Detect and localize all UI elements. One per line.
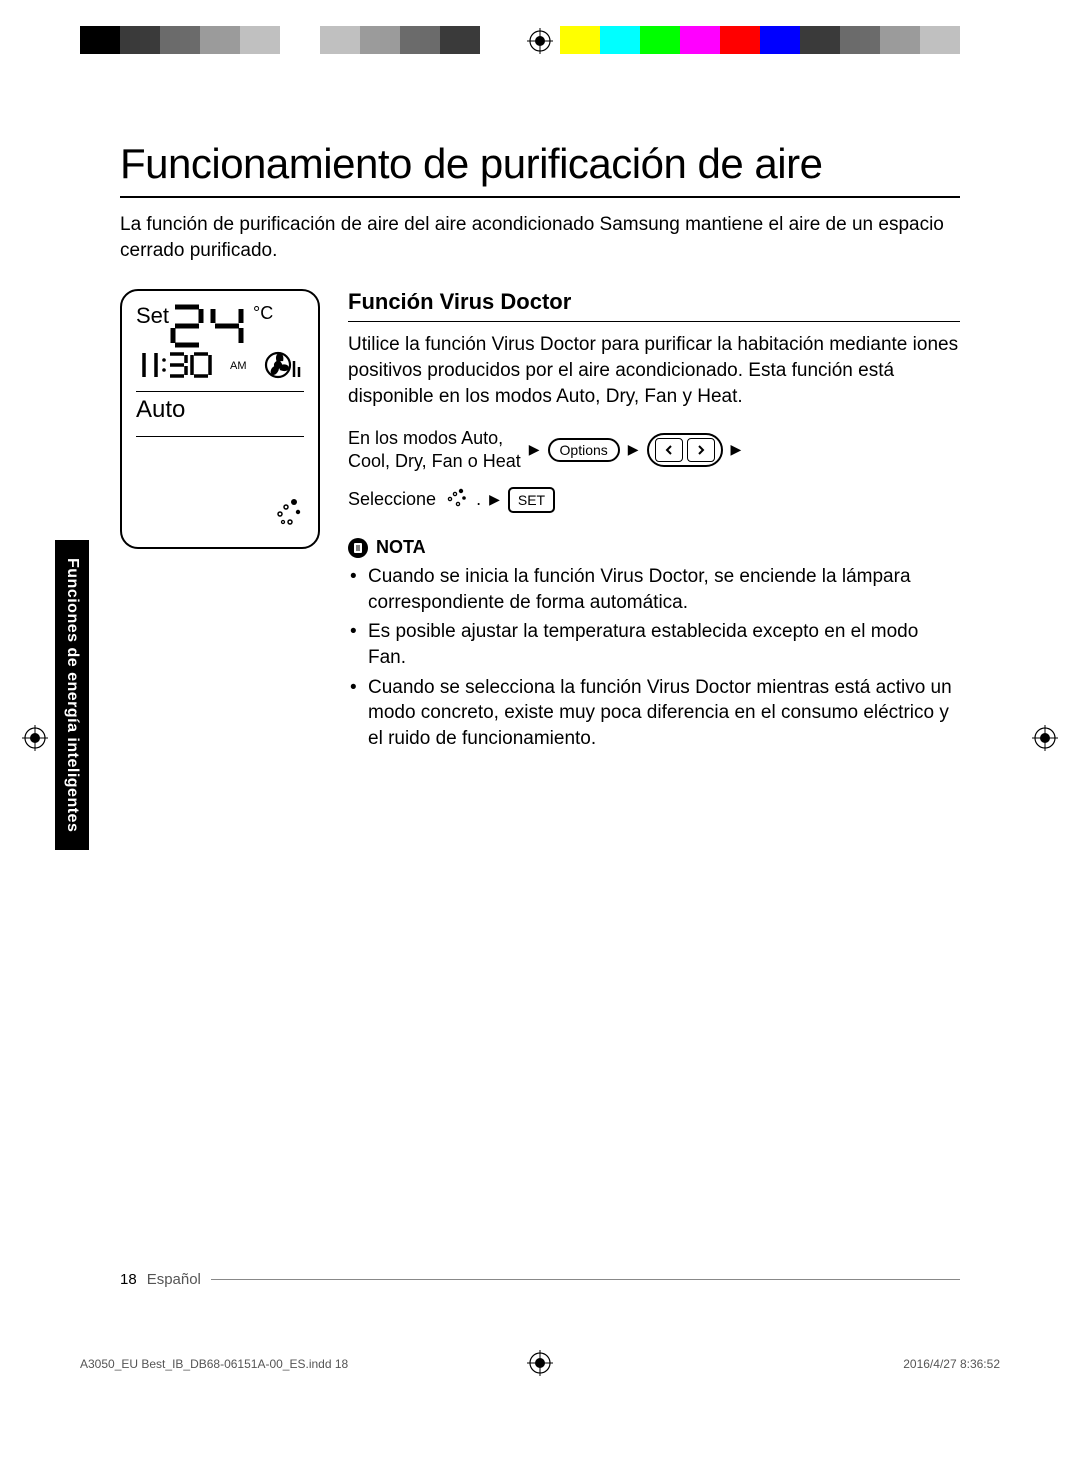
indd-filename: A3050_EU Best_IB_DB68-06151A-00_ES.indd …	[80, 1357, 348, 1371]
section-tab: Funciones de energía inteligentes	[55, 540, 89, 850]
notes-list: Cuando se inicia la función Virus Doctor…	[348, 564, 960, 751]
seleccione-label: Seleccione	[348, 489, 436, 510]
nota-label: NOTA	[376, 537, 426, 558]
page-number: 18	[120, 1271, 137, 1288]
remote-display: Set	[120, 289, 320, 755]
section-tab-label: Funciones de energía inteligentes	[63, 558, 81, 832]
arrow-icon: ▶	[628, 441, 639, 458]
note-item: Cuando se selecciona la función Virus Do…	[350, 675, 960, 752]
print-footer: A3050_EU Best_IB_DB68-06151A-00_ES.indd …	[80, 1357, 1000, 1371]
registration-mark-right	[1032, 725, 1058, 751]
arrow-icon: ▶	[529, 441, 540, 458]
arrow-icon: ▶	[731, 441, 742, 458]
remote-mode-label: Auto	[136, 396, 304, 424]
remote-temp-unit: °C	[253, 303, 273, 324]
virus-doctor-icon	[270, 494, 304, 533]
note-item: Es posible ajustar la temperatura establ…	[350, 619, 960, 670]
modes-line1: En los modos Auto,	[348, 427, 521, 450]
modes-line2: Cool, Dry, Fan o Heat	[348, 450, 521, 473]
intro-paragraph: La función de purificación de aire del a…	[120, 212, 960, 263]
section-heading: Función Virus Doctor	[348, 289, 960, 322]
fan-icon	[264, 347, 304, 383]
arrow-icon: ▶	[489, 491, 500, 508]
page-title: Funcionamiento de purificación de aire	[120, 140, 960, 198]
remote-set-label: Set	[136, 303, 169, 329]
language-label: Español	[147, 1271, 201, 1288]
remote-time: AM	[136, 350, 247, 380]
left-button[interactable]	[655, 438, 683, 462]
registration-mark-top	[527, 28, 553, 54]
right-button[interactable]	[687, 438, 715, 462]
printer-colorbar-right	[560, 26, 960, 54]
period: .	[476, 489, 481, 510]
section-paragraph: Utilice la función Virus Doctor para pur…	[348, 332, 960, 409]
print-timestamp: 2016/4/27 8:36:52	[903, 1357, 1000, 1371]
virus-doctor-icon	[444, 486, 468, 513]
options-button[interactable]: Options	[548, 438, 620, 462]
note-icon	[348, 538, 368, 558]
printer-colorbar-left	[80, 26, 480, 54]
nav-buttons-group	[647, 433, 723, 467]
button-flow-row1: En los modos Auto, Cool, Dry, Fan o Heat…	[348, 427, 960, 472]
registration-mark-left	[22, 725, 48, 751]
set-button[interactable]: SET	[508, 487, 555, 513]
remote-ampm: AM	[230, 360, 247, 372]
note-item: Cuando se inicia la función Virus Doctor…	[350, 564, 960, 615]
button-flow-row2: Seleccione . ▶ SET	[348, 486, 960, 513]
remote-temperature	[169, 303, 249, 349]
page-footer-line: 18 Español	[120, 1271, 960, 1288]
